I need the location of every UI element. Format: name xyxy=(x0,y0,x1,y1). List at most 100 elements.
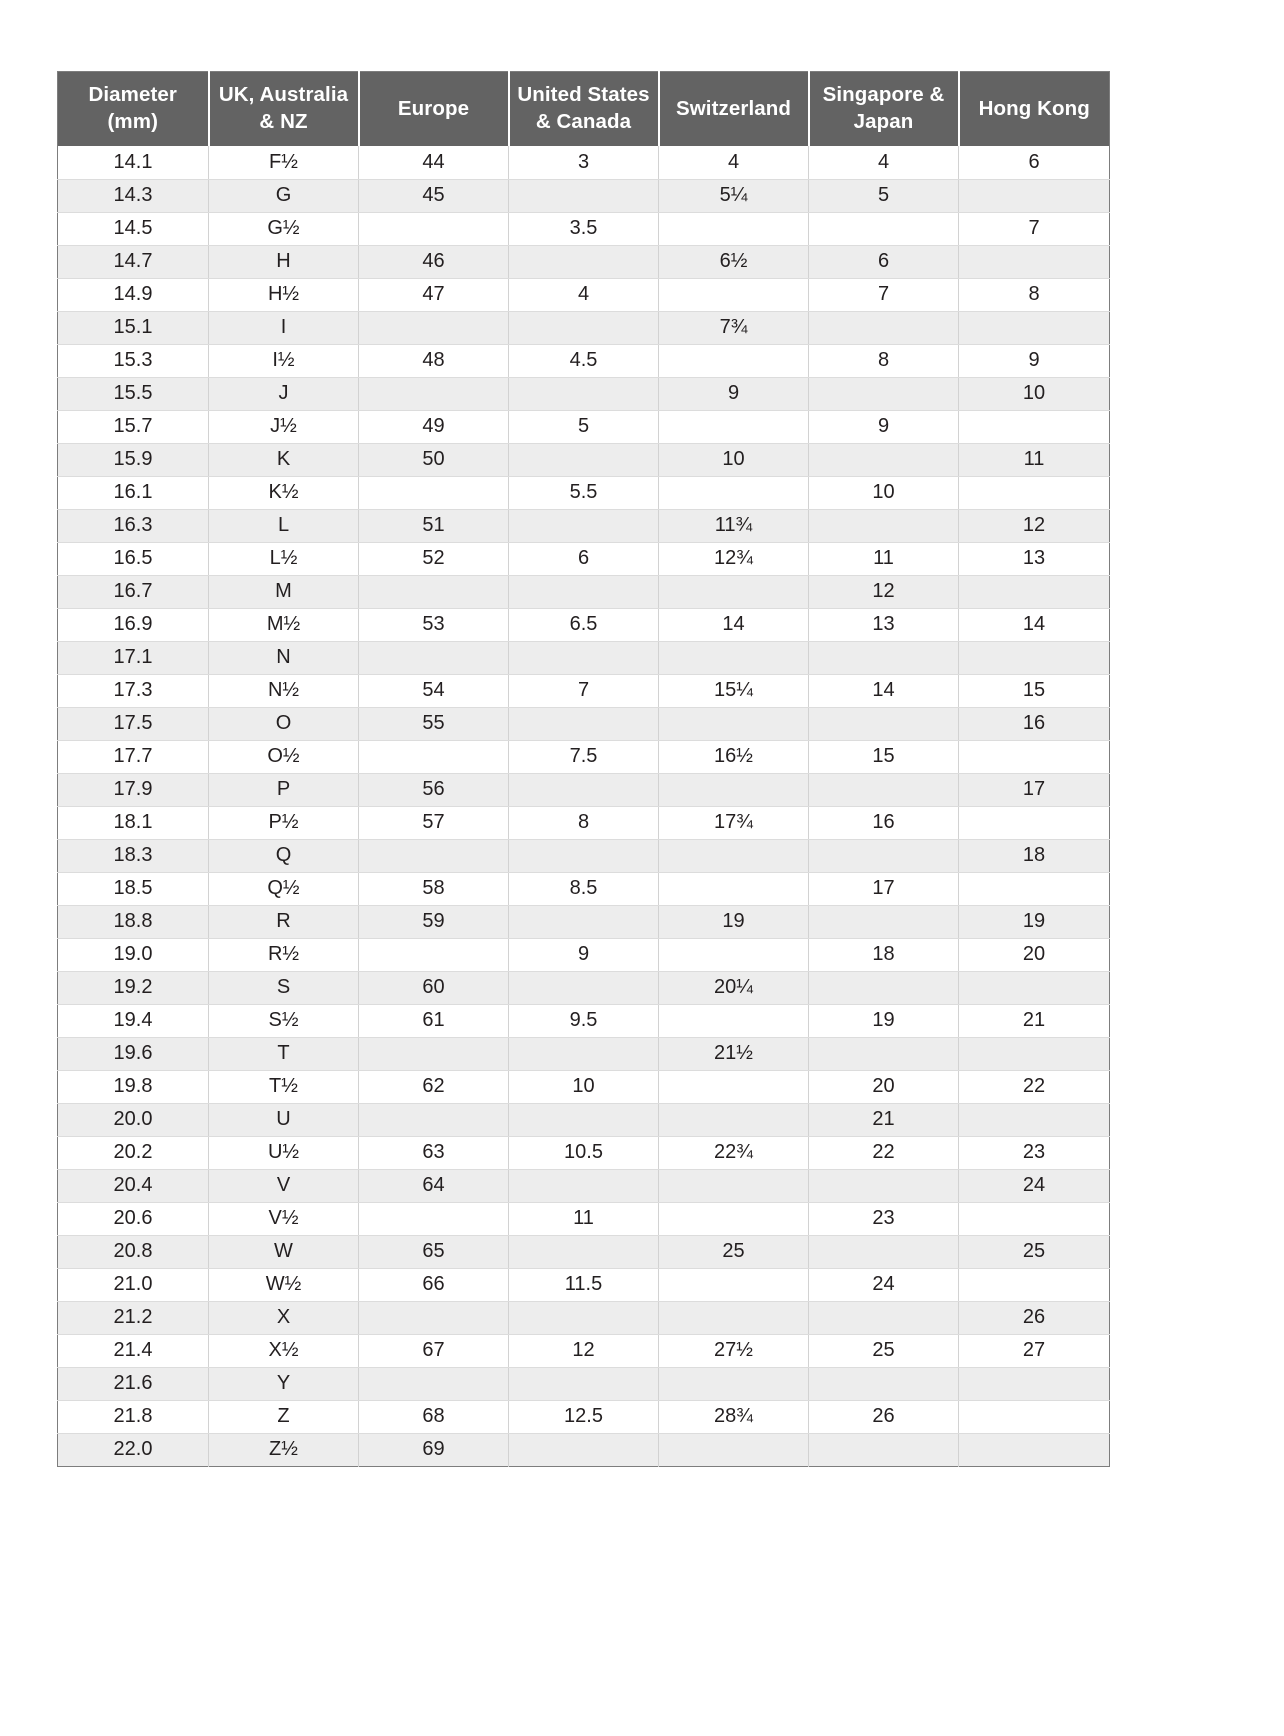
cell-size: 21 xyxy=(808,1103,959,1137)
cell-size: 23 xyxy=(958,1136,1110,1170)
table-row: 14.9 H½ 47 4 7 8 xyxy=(57,278,1110,312)
cell-size: 24 xyxy=(808,1268,959,1302)
cell-diameter: 15.9 xyxy=(57,443,209,477)
cell-size: 66 xyxy=(358,1268,509,1302)
cell-size xyxy=(658,1301,809,1335)
cell-size: 69 xyxy=(358,1433,509,1467)
cell-diameter: 19.6 xyxy=(57,1037,209,1071)
cell-size: U xyxy=(208,1103,359,1137)
cell-size: 12.5 xyxy=(508,1400,659,1434)
ring-size-table-container: Diameter (mm) UK, Australia & NZ Europe Unit… xyxy=(57,71,1110,1467)
cell-size: 28¾ xyxy=(658,1400,809,1434)
cell-size xyxy=(658,212,809,246)
cell-size xyxy=(808,905,959,939)
table-row: 16.3 L 51 11¾ 12 xyxy=(57,509,1110,543)
table-row: 17.5 O 55 16 xyxy=(57,707,1110,741)
table-row: 20.6 V½ 11 23 xyxy=(57,1202,1110,1236)
cell-size: 9 xyxy=(958,344,1110,378)
cell-size: P xyxy=(208,773,359,807)
cell-size: 6½ xyxy=(658,245,809,279)
cell-diameter: 19.8 xyxy=(57,1070,209,1104)
cell-size xyxy=(658,575,809,609)
cell-size xyxy=(658,1169,809,1203)
cell-size: 12 xyxy=(808,575,959,609)
cell-size: 64 xyxy=(358,1169,509,1203)
cell-size: 55 xyxy=(358,707,509,741)
cell-size xyxy=(508,773,659,807)
cell-size: 22 xyxy=(808,1136,959,1170)
cell-size: 6 xyxy=(958,146,1110,180)
cell-size xyxy=(958,1367,1110,1401)
cell-size xyxy=(808,1367,959,1401)
column-header-line: UK, Australia xyxy=(218,83,349,106)
cell-diameter: 21.6 xyxy=(57,1367,209,1401)
cell-diameter: 14.3 xyxy=(57,179,209,213)
column-header-1: UK, Australia & NZ xyxy=(208,71,360,147)
cell-size: 24 xyxy=(958,1169,1110,1203)
cell-size: 49 xyxy=(358,410,509,444)
cell-size xyxy=(958,410,1110,444)
cell-size: 5.5 xyxy=(508,476,659,510)
cell-size xyxy=(358,311,509,345)
cell-diameter: 14.1 xyxy=(57,146,209,180)
table-row: 17.7 O½ 7.5 16½ 15 xyxy=(57,740,1110,774)
cell-size: 14 xyxy=(658,608,809,642)
cell-diameter: 21.0 xyxy=(57,1268,209,1302)
cell-size: 11 xyxy=(808,542,959,576)
cell-size xyxy=(508,509,659,543)
cell-diameter: 17.7 xyxy=(57,740,209,774)
cell-size: 25 xyxy=(658,1235,809,1269)
cell-size: 16 xyxy=(958,707,1110,741)
cell-size: 21½ xyxy=(658,1037,809,1071)
cell-size xyxy=(958,311,1110,345)
column-header-3: United States & Canada xyxy=(508,71,660,147)
cell-size: 18 xyxy=(808,938,959,972)
cell-size xyxy=(508,1235,659,1269)
table-row: 21.0 W½ 66 11.5 24 xyxy=(57,1268,1110,1302)
cell-size: U½ xyxy=(208,1136,359,1170)
table-row: 18.3 Q 18 xyxy=(57,839,1110,873)
cell-size: S½ xyxy=(208,1004,359,1038)
cell-diameter: 18.1 xyxy=(57,806,209,840)
cell-size: M xyxy=(208,575,359,609)
cell-diameter: 15.7 xyxy=(57,410,209,444)
cell-size: 7 xyxy=(808,278,959,312)
cell-size: 7.5 xyxy=(508,740,659,774)
cell-size xyxy=(808,1433,959,1467)
cell-size xyxy=(508,1433,659,1467)
column-header-line: Hong Kong xyxy=(978,96,1090,120)
cell-size: 7 xyxy=(958,212,1110,246)
cell-size: 19 xyxy=(958,905,1110,939)
table-row: 15.7 J½ 49 5 9 xyxy=(57,410,1110,444)
cell-size: 4 xyxy=(808,146,959,180)
cell-size: 10 xyxy=(658,443,809,477)
cell-size: 50 xyxy=(358,443,509,477)
cell-size: X½ xyxy=(208,1334,359,1368)
cell-size: 4.5 xyxy=(508,344,659,378)
table-row: 14.3 G 45 5¼ 5 xyxy=(57,179,1110,213)
cell-size: 65 xyxy=(358,1235,509,1269)
cell-size: 10.5 xyxy=(508,1136,659,1170)
cell-diameter: 14.7 xyxy=(57,245,209,279)
cell-size: 13 xyxy=(958,542,1110,576)
cell-size: R xyxy=(208,905,359,939)
cell-size xyxy=(958,1103,1110,1137)
cell-size: 26 xyxy=(808,1400,959,1434)
cell-size: 48 xyxy=(358,344,509,378)
cell-size xyxy=(358,1037,509,1071)
cell-size xyxy=(658,410,809,444)
cell-size xyxy=(358,1103,509,1137)
table-row: 15.5 J 9 10 xyxy=(57,377,1110,411)
cell-size: J xyxy=(208,377,359,411)
cell-size: 9 xyxy=(508,938,659,972)
table-row: 14.5 G½ 3.5 7 xyxy=(57,212,1110,246)
cell-size: 17¾ xyxy=(658,806,809,840)
cell-size: K½ xyxy=(208,476,359,510)
cell-size: 19 xyxy=(808,1004,959,1038)
cell-size: 15 xyxy=(958,674,1110,708)
cell-size: 17 xyxy=(958,773,1110,807)
cell-size: 15 xyxy=(808,740,959,774)
cell-size xyxy=(958,1037,1110,1071)
cell-size: 25 xyxy=(808,1334,959,1368)
cell-size: P½ xyxy=(208,806,359,840)
